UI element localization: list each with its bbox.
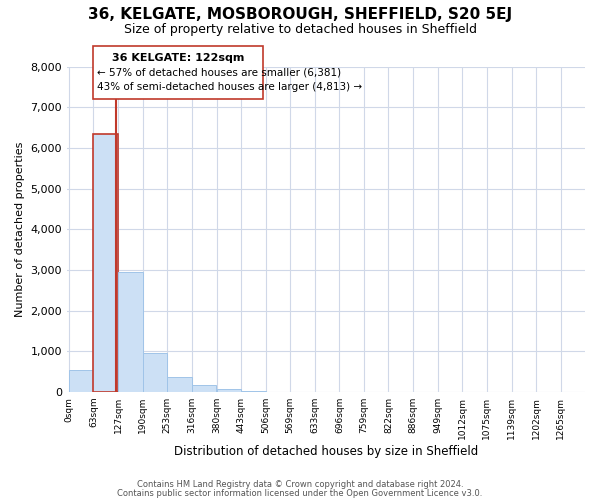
X-axis label: Distribution of detached houses by size in Sheffield: Distribution of detached houses by size …: [174, 444, 478, 458]
Bar: [143, 354, 167, 392]
Bar: [69, 370, 94, 392]
Text: 36 KELGATE: 122sqm: 36 KELGATE: 122sqm: [112, 53, 245, 63]
Text: ← 57% of detached houses are smaller (6,381): ← 57% of detached houses are smaller (6,…: [97, 68, 341, 78]
Text: Contains public sector information licensed under the Open Government Licence v3: Contains public sector information licen…: [118, 488, 482, 498]
Bar: [167, 376, 192, 392]
Bar: [217, 389, 241, 392]
Bar: [192, 385, 216, 392]
Bar: [118, 272, 143, 392]
Text: 43% of semi-detached houses are larger (4,813) →: 43% of semi-detached houses are larger (…: [97, 82, 362, 92]
Bar: [94, 46, 263, 99]
Y-axis label: Number of detached properties: Number of detached properties: [15, 142, 25, 317]
Bar: [241, 390, 266, 392]
Text: 36, KELGATE, MOSBOROUGH, SHEFFIELD, S20 5EJ: 36, KELGATE, MOSBOROUGH, SHEFFIELD, S20 …: [88, 8, 512, 22]
Text: Contains HM Land Registry data © Crown copyright and database right 2024.: Contains HM Land Registry data © Crown c…: [137, 480, 463, 489]
Text: Size of property relative to detached houses in Sheffield: Size of property relative to detached ho…: [124, 22, 476, 36]
Bar: [94, 134, 118, 392]
